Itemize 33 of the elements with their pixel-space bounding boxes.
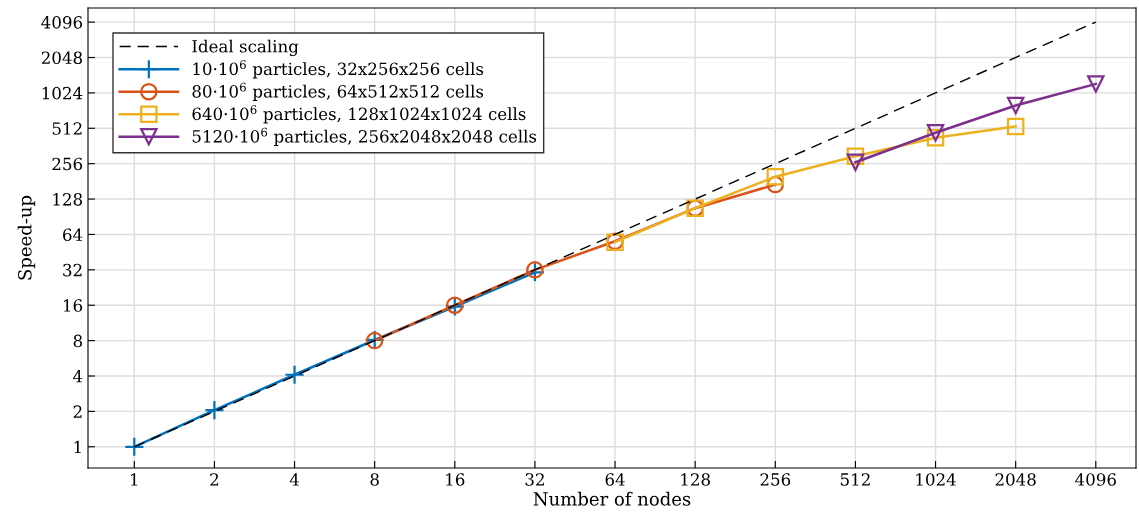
legend-label: 80·10$^{6}$ particles, 64x512x512 cells: [192, 82, 484, 101]
y-tick-label: 16: [63, 299, 83, 312]
legend-label: 10·10$^{6}$ particles, 32x256x256 cells: [193, 60, 484, 79]
x-tick-label: 1: [131, 473, 138, 486]
x-tick-label: 64: [605, 473, 625, 486]
x-tick-label: 128: [681, 473, 710, 486]
y-tick-label: 256: [52, 157, 83, 171]
x-tick-label: 1024: [916, 473, 956, 486]
y-tick-label: 2048: [41, 51, 83, 65]
y-tick-label: 32: [63, 263, 82, 277]
x-tick-label: 4: [289, 473, 300, 486]
x-tick-label: 16: [446, 473, 465, 486]
y-tick-label: 4096: [41, 16, 83, 29]
y-tick-label: 1: [74, 440, 81, 454]
x-tick-label: 256: [760, 473, 791, 486]
y-tick-label: 128: [53, 193, 83, 206]
x-tick-label: 4096: [1075, 473, 1116, 486]
y-tick-label: 2: [73, 405, 82, 418]
y-tick-label: 512: [52, 122, 82, 135]
legend-label: Ideal scaling: [192, 39, 299, 57]
legend-label: 5120·10$^{6}$ particles, 256x2048x2048 cells: [192, 127, 537, 146]
x-tick-label: 32: [525, 473, 544, 486]
y-tick-label: 8: [73, 334, 83, 348]
y-tick-label: 64: [63, 228, 83, 242]
x-tick-label: 2: [210, 473, 219, 486]
x-tick-label: 8: [370, 473, 379, 486]
x-tick-label: 2048: [995, 473, 1036, 486]
x-tick-label: 512: [840, 473, 870, 486]
y-tick-label: 4: [73, 369, 83, 383]
y-tick-label: 1024: [42, 86, 83, 100]
legend-label: 640·10$^{6}$ particles, 128x1024x1024 cells: [192, 105, 526, 124]
x-axis-title: Number of nodes: [533, 491, 691, 506]
y-axis-title: Speed-up: [17, 195, 36, 280]
